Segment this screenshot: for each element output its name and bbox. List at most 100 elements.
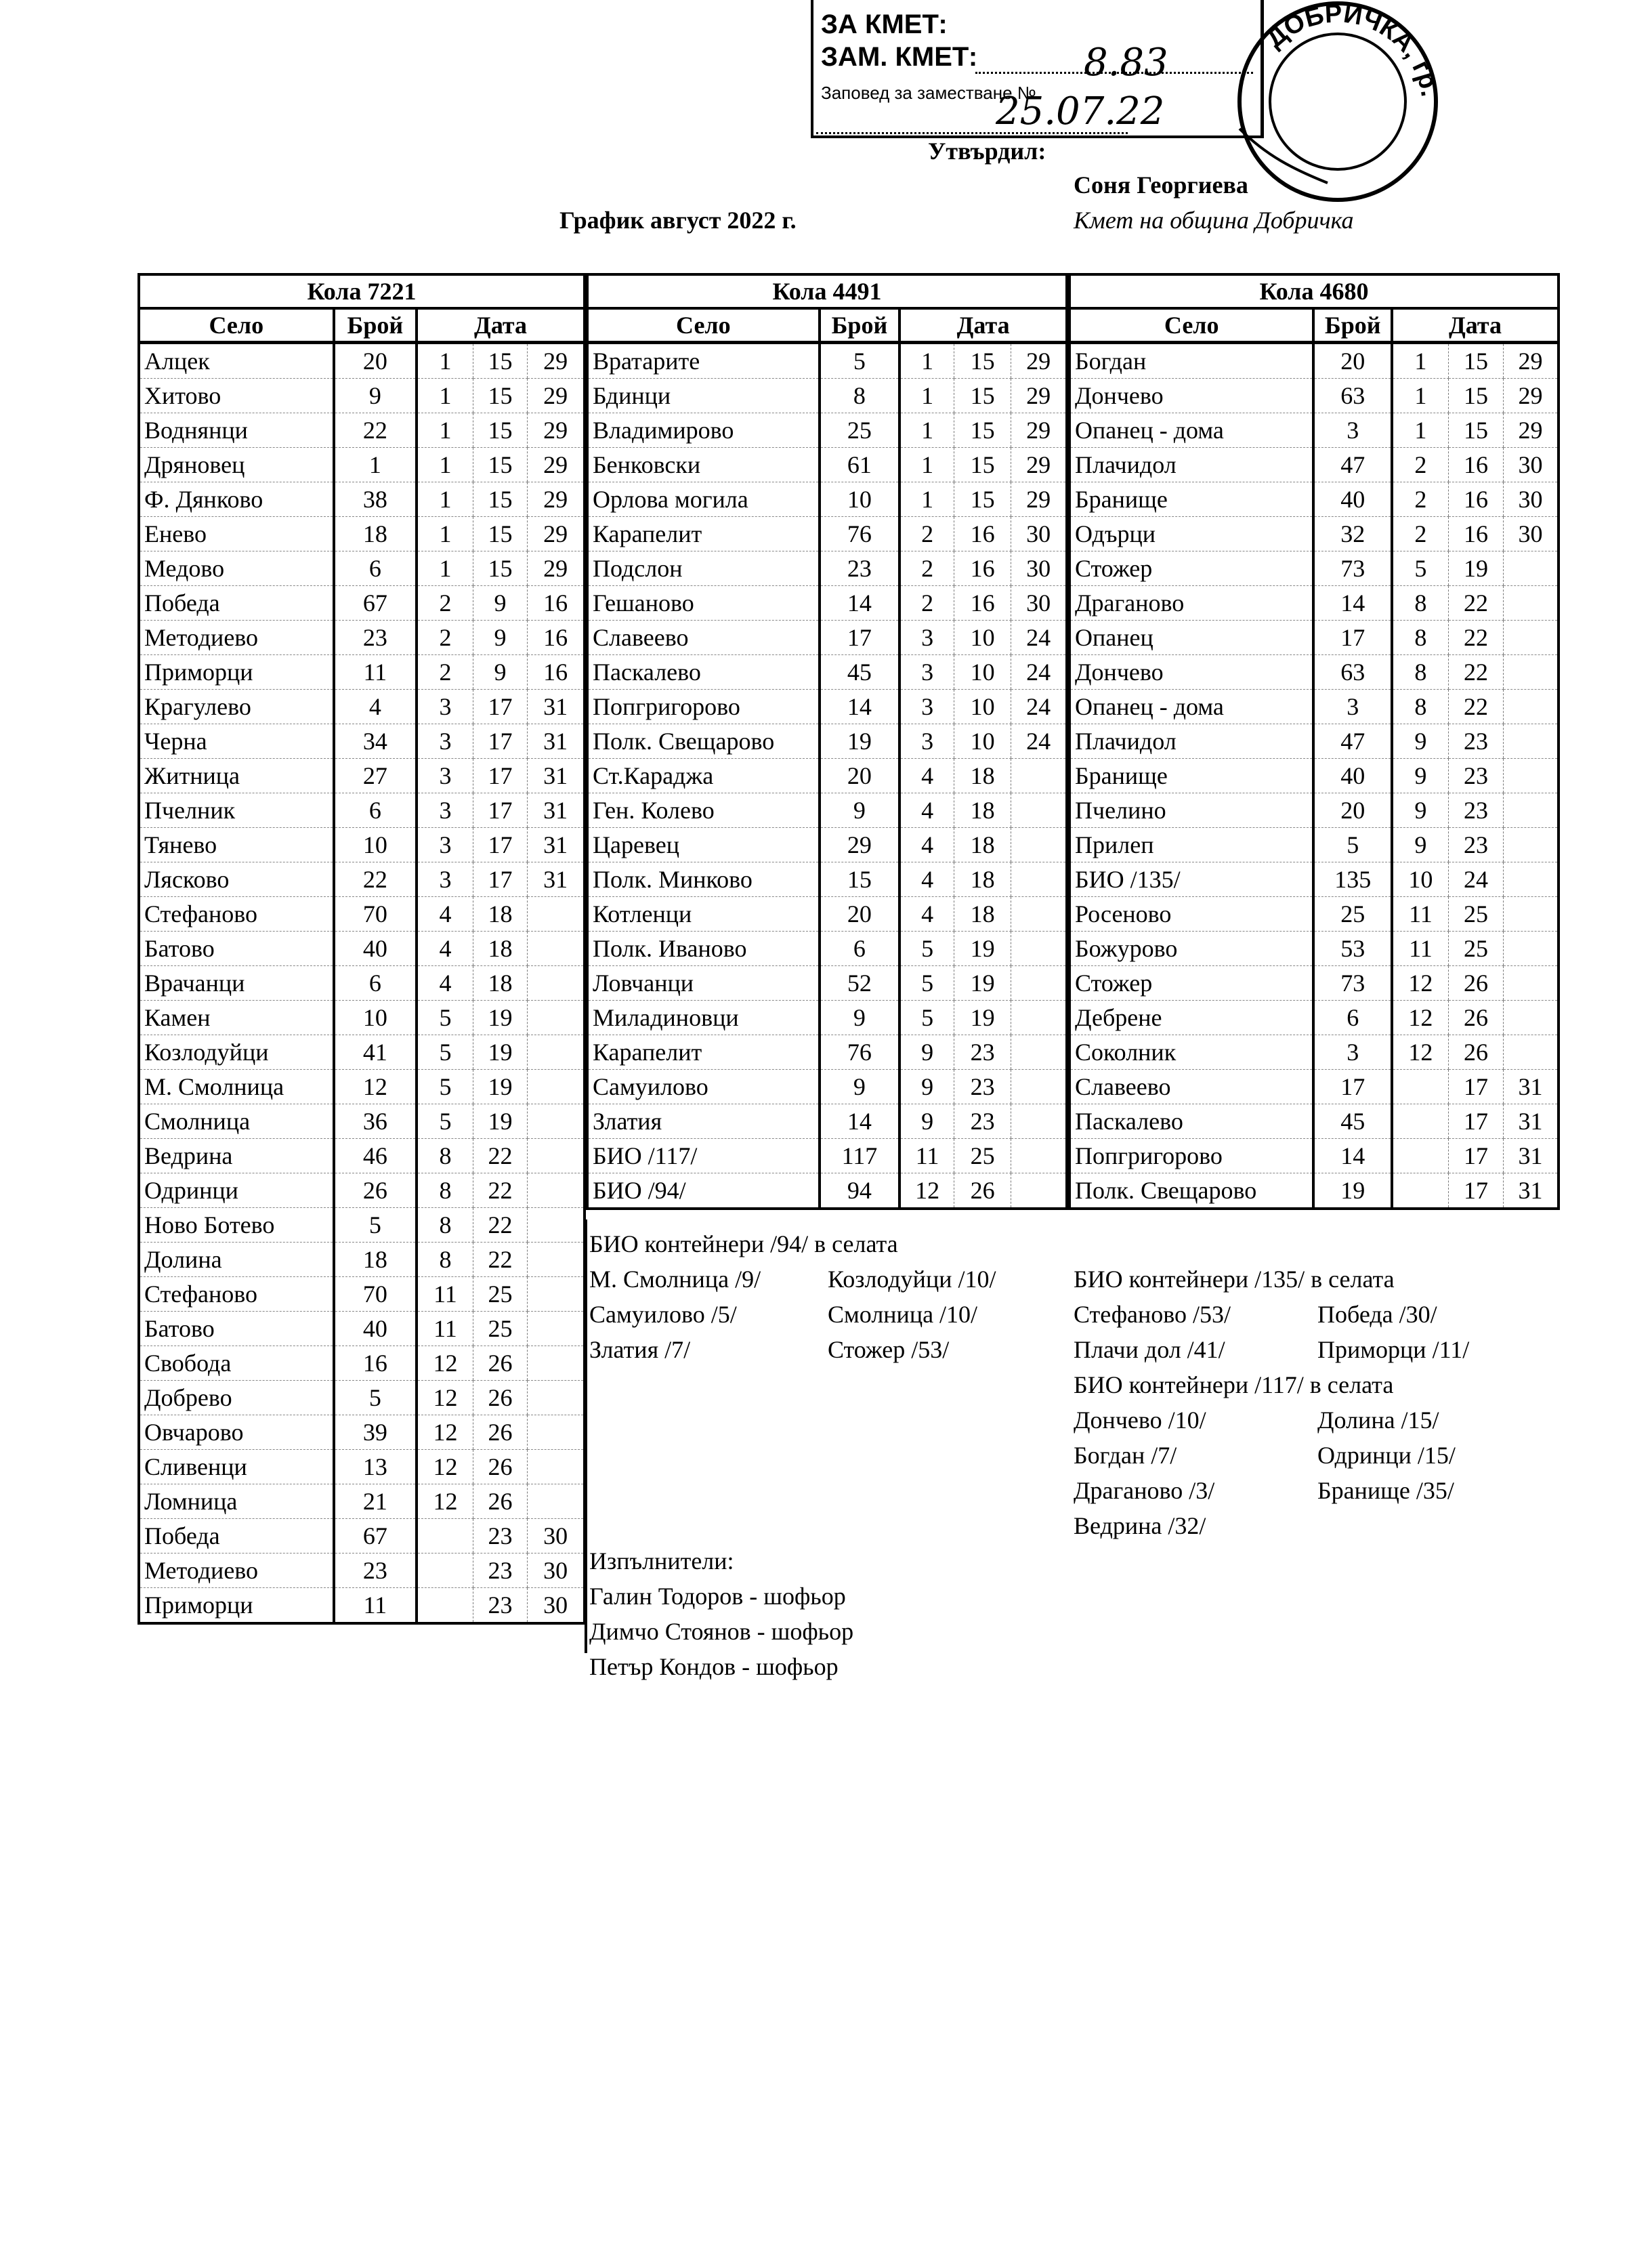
date-cell: 30 bbox=[1503, 482, 1559, 517]
count-cell: 14 bbox=[819, 1104, 902, 1139]
bio-note-item: Богдан /7/ bbox=[1074, 1442, 1177, 1469]
date-cell: 3 bbox=[899, 689, 954, 724]
village-cell: Драганово bbox=[1069, 585, 1315, 621]
table-row: Бдинци 8 1 15 29 bbox=[587, 378, 1067, 413]
date-cell: 30 bbox=[1011, 516, 1067, 551]
bio-note-item: Одринци /15/ bbox=[1317, 1442, 1456, 1469]
date-cell: 29 bbox=[527, 413, 585, 448]
date-cell: 26 bbox=[472, 1380, 528, 1415]
date-cell: 17 bbox=[472, 862, 528, 897]
date-cell: 5 bbox=[417, 1035, 473, 1070]
count-cell: 10 bbox=[819, 482, 902, 517]
table-row: Попгригорово 14 3 10 24 bbox=[587, 689, 1067, 724]
date-cell: 15 bbox=[472, 342, 528, 379]
village-cell: Воднянци bbox=[139, 413, 335, 448]
date-cell: 31 bbox=[1503, 1069, 1559, 1104]
date-cell bbox=[527, 1346, 585, 1381]
count-cell: 9 bbox=[819, 1000, 902, 1035]
count-cell: 26 bbox=[333, 1173, 419, 1208]
date-cell: 2 bbox=[899, 516, 954, 551]
date-cell bbox=[1011, 862, 1067, 897]
date-cell: 15 bbox=[472, 482, 528, 517]
date-cell: 18 bbox=[953, 758, 1011, 793]
table-row: Воднянци 22 1 15 29 bbox=[139, 413, 585, 448]
count-cell: 20 bbox=[819, 896, 902, 932]
date-cell: 1 bbox=[1392, 378, 1449, 413]
date-cell bbox=[527, 1207, 585, 1243]
date-cell: 3 bbox=[417, 689, 473, 724]
table-row: Бранище 40 9 23 bbox=[1069, 758, 1559, 793]
date-cell: 8 bbox=[417, 1242, 473, 1277]
table-row: Самуилово 9 9 23 bbox=[587, 1069, 1067, 1104]
date-cell: 30 bbox=[527, 1587, 585, 1625]
count-cell: 40 bbox=[1313, 758, 1393, 793]
date-cell bbox=[417, 1587, 473, 1625]
table-row: Златия 14 9 23 bbox=[587, 1104, 1067, 1139]
date-cell: 2 bbox=[899, 585, 954, 621]
village-cell: Подслон bbox=[587, 551, 821, 586]
table-row: Карапелит 76 9 23 bbox=[587, 1035, 1067, 1070]
table-border bbox=[585, 1219, 587, 1653]
date-cell bbox=[1011, 758, 1067, 793]
date-cell bbox=[527, 1035, 585, 1070]
village-cell: Камен bbox=[139, 1000, 335, 1035]
count-cell: 18 bbox=[333, 1242, 419, 1277]
date-cell: 5 bbox=[417, 1069, 473, 1104]
table-row: Гешаново 14 2 16 30 bbox=[587, 585, 1067, 621]
date-cell bbox=[1011, 965, 1067, 1001]
date-cell: 29 bbox=[1011, 447, 1067, 482]
count-cell: 20 bbox=[333, 342, 419, 379]
date-cell: 9 bbox=[899, 1069, 954, 1104]
date-cell: 31 bbox=[527, 758, 585, 793]
date-cell: 10 bbox=[953, 620, 1011, 655]
bio-note-item: Бранище /35/ bbox=[1317, 1477, 1454, 1504]
date-cell: 26 bbox=[1447, 1000, 1504, 1035]
date-cell: 30 bbox=[527, 1553, 585, 1588]
date-cell: 8 bbox=[417, 1138, 473, 1173]
date-cell bbox=[527, 896, 585, 932]
village-cell: Ф. Дянково bbox=[139, 482, 335, 517]
count-cell: 22 bbox=[333, 862, 419, 897]
count-cell: 14 bbox=[819, 585, 902, 621]
village-cell: Попгригорово bbox=[587, 689, 821, 724]
date-cell: 18 bbox=[472, 896, 528, 932]
village-cell: Алцек bbox=[139, 342, 335, 379]
count-cell: 23 bbox=[333, 1553, 419, 1588]
date-cell: 25 bbox=[1447, 896, 1504, 932]
village-cell: Хитово bbox=[139, 378, 335, 413]
village-cell: Енево bbox=[139, 516, 335, 551]
count-cell: 73 bbox=[1313, 551, 1393, 586]
count-cell: 47 bbox=[1313, 724, 1393, 759]
count-cell: 9 bbox=[819, 1069, 902, 1104]
village-cell: Ген. Колево bbox=[587, 793, 821, 828]
village-cell: Стефаново bbox=[139, 1276, 335, 1312]
count-cell: 1 bbox=[333, 447, 419, 482]
date-cell: 1 bbox=[899, 482, 954, 517]
date-cell: 26 bbox=[1447, 1035, 1504, 1070]
table-row: Дебрене 6 12 26 bbox=[1069, 1000, 1559, 1035]
count-cell: 13 bbox=[333, 1449, 419, 1484]
count-cell: 6 bbox=[1313, 1000, 1393, 1035]
date-cell: 16 bbox=[1447, 482, 1504, 517]
table-row: Приморци 11 2 9 16 bbox=[139, 654, 585, 690]
count-cell: 46 bbox=[333, 1138, 419, 1173]
date-cell bbox=[1392, 1069, 1449, 1104]
bio-note-item: Самуилово /5/ bbox=[589, 1301, 737, 1328]
table-row: Сливенци 13 12 26 bbox=[139, 1449, 585, 1484]
village-cell: Опанец - дома bbox=[1069, 689, 1315, 724]
village-cell: Карапелит bbox=[587, 1035, 821, 1070]
count-cell: 63 bbox=[1313, 654, 1393, 690]
approver-title: Кмет на община Добричка bbox=[1074, 207, 1354, 234]
village-cell: Пчелино bbox=[1069, 793, 1315, 828]
village-cell: Сливенци bbox=[139, 1449, 335, 1484]
table-row: М. Смолница 12 5 19 bbox=[139, 1069, 585, 1104]
date-cell: 24 bbox=[1011, 689, 1067, 724]
date-cell bbox=[1392, 1104, 1449, 1139]
executor-name: Петър Кондов - шофьор bbox=[589, 1653, 839, 1680]
count-cell: 45 bbox=[1313, 1104, 1393, 1139]
count-cell: 11 bbox=[333, 1587, 419, 1625]
date-cell: 3 bbox=[899, 724, 954, 759]
date-cell: 17 bbox=[1447, 1173, 1504, 1210]
date-cell: 4 bbox=[899, 896, 954, 932]
date-cell: 1 bbox=[417, 342, 473, 379]
